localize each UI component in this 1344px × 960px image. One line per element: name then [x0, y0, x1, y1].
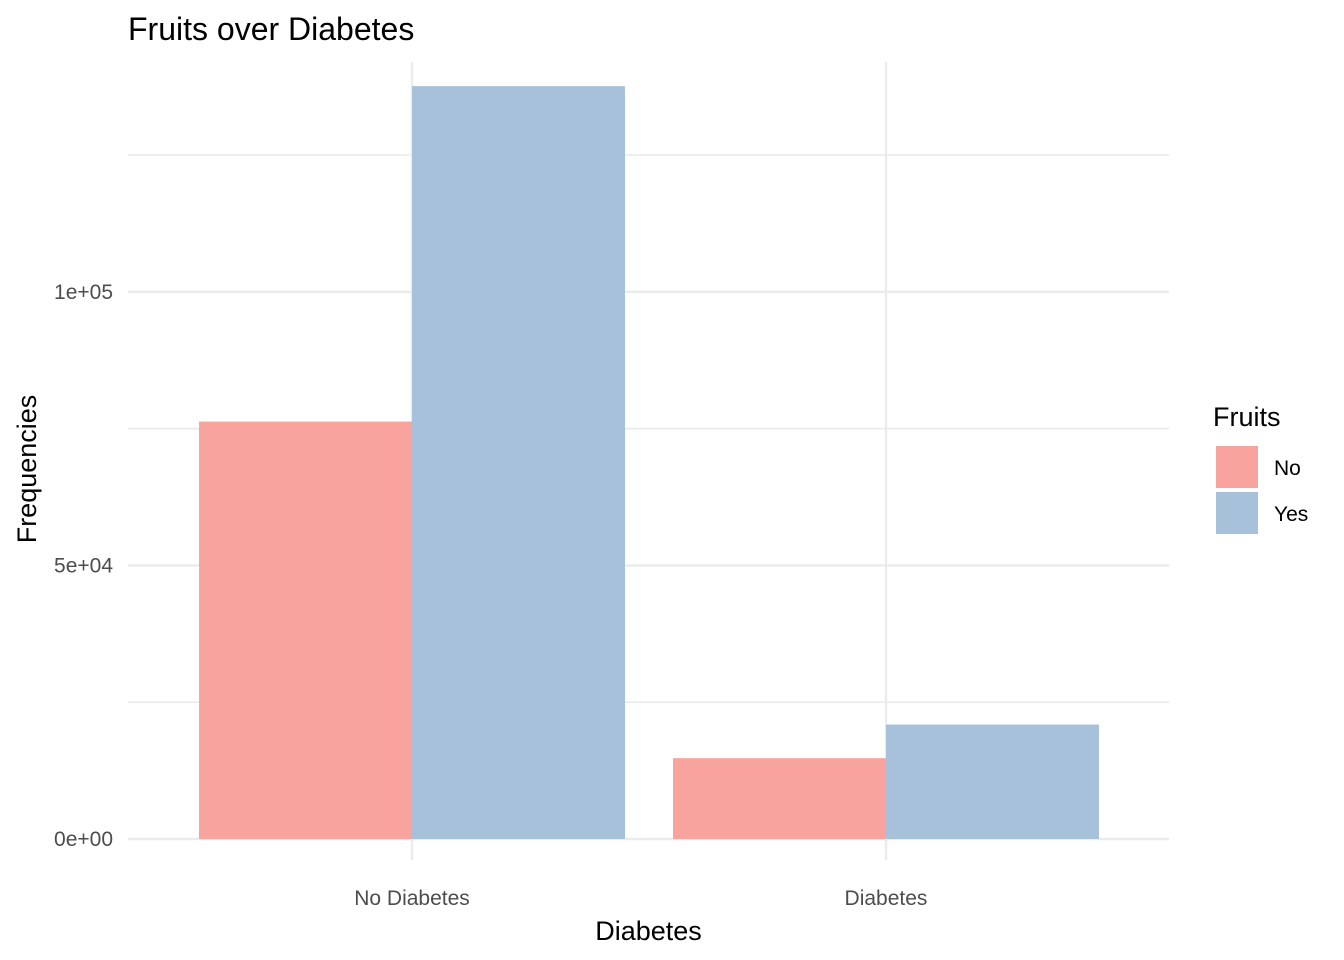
legend-label: Yes — [1274, 503, 1308, 526]
legend-label: No — [1274, 457, 1301, 480]
bar — [886, 724, 1099, 839]
x-tick-label: No Diabetes — [354, 887, 470, 910]
chart-title: Fruits over Diabetes — [128, 11, 414, 47]
y-tick-label: 0e+00 — [54, 828, 113, 851]
y-tick-labels: 0e+00 5e+04 1e+05 — [54, 281, 113, 851]
x-tick-label: Diabetes — [845, 887, 928, 910]
bar — [412, 86, 625, 839]
y-tick-label: 5e+04 — [54, 554, 113, 577]
legend-title: Fruits — [1213, 402, 1281, 432]
x-tick-labels: No Diabetes Diabetes — [354, 887, 927, 910]
y-axis-title: Frequencies — [12, 395, 42, 544]
legend: Fruits No Yes — [1213, 402, 1308, 534]
legend-key — [1216, 492, 1258, 534]
y-tick-label: 1e+05 — [54, 281, 113, 304]
x-axis-title: Diabetes — [595, 916, 702, 946]
bars — [199, 86, 1099, 839]
legend-items: No Yes — [1216, 446, 1308, 534]
bar — [199, 421, 412, 839]
bar — [673, 758, 886, 839]
legend-key — [1216, 446, 1258, 488]
